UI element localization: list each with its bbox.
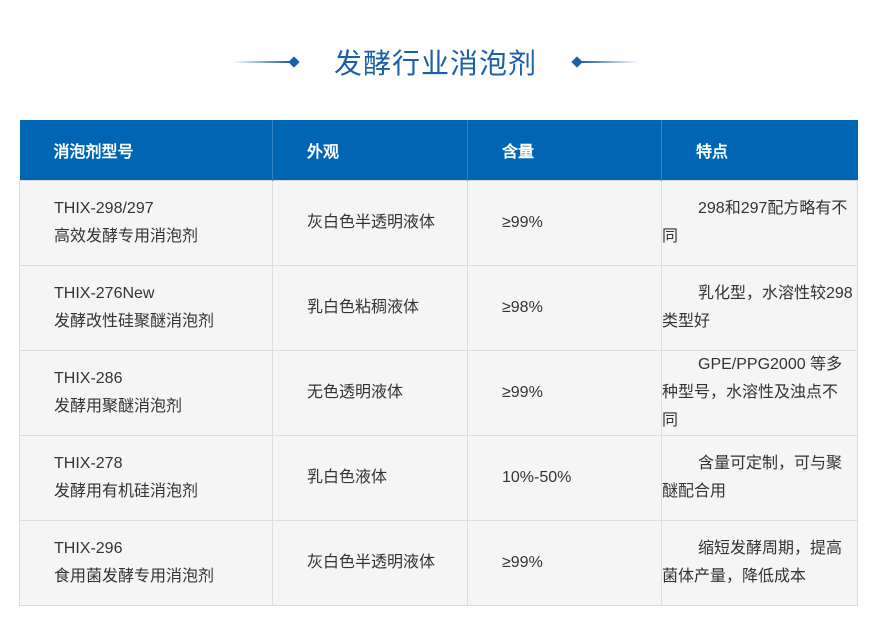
model-name: 食用菌发酵专用消泡剂 (54, 568, 215, 585)
content-cell: 10%-50% (467, 435, 662, 521)
appearance-cell: 灰白色半透明液体 (272, 520, 468, 606)
feature-cell: 含量可定制，可与聚醚配合用 (661, 435, 858, 521)
model-code: THIX-286 (54, 370, 123, 387)
model-name: 高效发酵专用消泡剂 (54, 228, 199, 245)
header-content: 含量 (467, 120, 662, 181)
model-code: THIX-298/297 (54, 200, 154, 217)
content-cell: ≥98% (467, 265, 662, 351)
model-cell: THIX-278 发酵用有机硅消泡剂 (19, 435, 273, 521)
model-cell: THIX-296 食用菌发酵专用消泡剂 (19, 520, 273, 606)
model-code: THIX-276New (54, 285, 155, 302)
model-name: 发酵用有机硅消泡剂 (54, 483, 199, 500)
header-feature: 特点 (661, 120, 858, 181)
model-code: THIX-296 (54, 540, 123, 557)
page-title: 发酵行业消泡剂 (333, 48, 537, 79)
table-row: THIX-276New 发酵改性硅聚醚消泡剂 乳白色粘稠液体 ≥98% 乳化型，水… (19, 265, 858, 351)
header-appearance: 外观 (272, 120, 468, 181)
content-cell: ≥99% (467, 180, 662, 266)
model-cell: THIX-276New 发酵改性硅聚醚消泡剂 (19, 265, 273, 351)
section-header: 发酵行业消泡剂 (0, 40, 871, 84)
model-cell: THIX-286 发酵用聚醚消泡剂 (19, 350, 273, 436)
content-cell: ≥99% (467, 350, 662, 436)
left-divider-icon (231, 56, 300, 68)
appearance-cell: 无色透明液体 (272, 350, 468, 436)
content-cell: ≥99% (467, 520, 662, 606)
feature-cell: 298和297配方略有不同 (661, 180, 858, 266)
table-row: THIX-296 食用菌发酵专用消泡剂 灰白色半透明液体 ≥99% 缩短发酵周期，… (19, 520, 858, 606)
table-row: THIX-286 发酵用聚醚消泡剂 无色透明液体 ≥99% GPE/PPG2000… (19, 350, 858, 436)
appearance-cell: 乳白色液体 (272, 435, 468, 521)
model-name: 发酵改性硅聚醚消泡剂 (54, 313, 215, 330)
appearance-cell: 乳白色粘稠液体 (272, 265, 468, 351)
table-row: THIX-278 发酵用有机硅消泡剂 乳白色液体 10%-50% 含量可定制，可与… (19, 435, 858, 521)
product-table: 消泡剂型号 外观 含量 特点 THIX-298/297 高效发酵专用消泡剂 灰白色… (19, 120, 858, 606)
header-model: 消泡剂型号 (19, 120, 273, 181)
table-header-row: 消泡剂型号 外观 含量 特点 (19, 120, 858, 181)
model-code: THIX-278 (54, 455, 123, 472)
model-name: 发酵用聚醚消泡剂 (54, 398, 183, 415)
table-row: THIX-298/297 高效发酵专用消泡剂 灰白色半透明液体 ≥99% 298和… (19, 180, 858, 266)
feature-cell: 缩短发酵周期，提高菌体产量，降低成本 (661, 520, 858, 606)
feature-cell: 乳化型，水溶性较298 类型好 (661, 265, 858, 351)
appearance-cell: 灰白色半透明液体 (272, 180, 468, 266)
feature-cell: GPE/PPG2000 等多种型号，水溶性及浊点不同 (661, 350, 858, 436)
model-cell: THIX-298/297 高效发酵专用消泡剂 (19, 180, 273, 266)
right-divider-icon (571, 56, 639, 68)
